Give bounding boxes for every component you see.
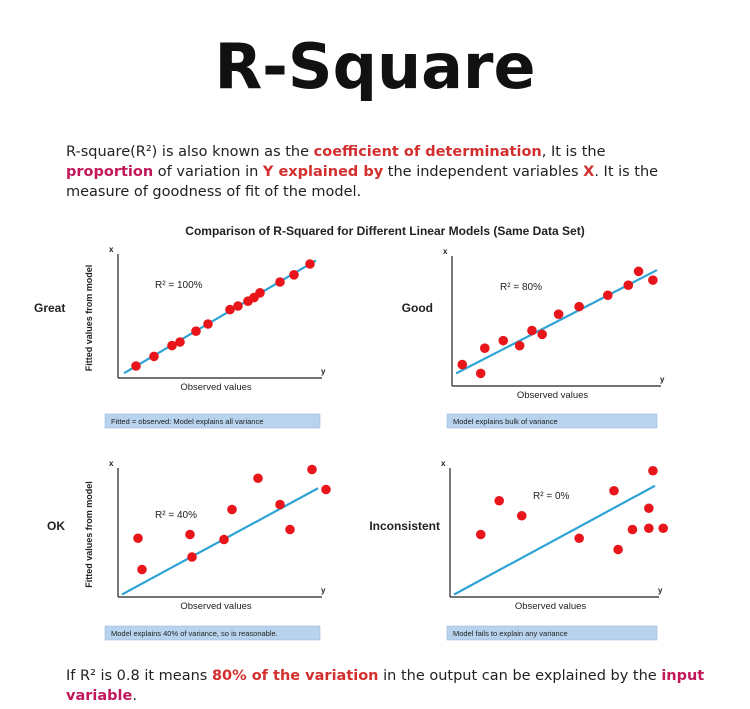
great-data-point-1 <box>131 361 141 371</box>
ok-data-point-5 <box>219 534 229 545</box>
inconsistent-y-axis-letter: x <box>441 459 446 468</box>
inconsistent-data-point-1 <box>475 529 486 540</box>
good-data-point-10 <box>603 290 613 301</box>
good-data-point-13 <box>648 275 658 285</box>
great-data-point-12 <box>275 277 285 287</box>
footer-highlight-variation: 80% of the variation <box>211 668 379 684</box>
inconsistent-data-point-2 <box>494 495 505 506</box>
good-data-point-6 <box>527 325 537 336</box>
ok-data-point-3 <box>185 529 195 540</box>
intro-highlight-proportion: proportion <box>66 164 154 180</box>
great-row-label: Great <box>34 301 65 315</box>
footer-text-3: . <box>132 688 137 704</box>
footer-paragraph: If R² is 0.8 it means 80% of the variati… <box>66 666 706 706</box>
great-data-point-3 <box>167 340 177 351</box>
footer-highlight-input-variable: input variable <box>66 668 705 704</box>
great-x-axis-letter: y <box>321 367 326 376</box>
inconsistent-r-squared-label: R² = 0% <box>533 491 570 502</box>
figure-title: Comparison of R-Squared for Different Li… <box>185 224 585 238</box>
great-caption-box <box>104 413 321 429</box>
good-data-point-4 <box>498 335 509 346</box>
inconsistent-data-point-5 <box>609 485 619 496</box>
ok-data-point-7 <box>253 473 263 484</box>
inconsistent-x-axis-label: Observed values <box>515 601 587 612</box>
great-data-point-7 <box>225 304 235 315</box>
good-r-squared-label: R² = 80% <box>500 282 542 293</box>
inconsistent-data-point-6 <box>613 544 623 555</box>
good-y-axis-letter: x <box>443 247 448 256</box>
great-data-point-11 <box>255 288 265 298</box>
intro-text-1: R-square(R²) is also known as the <box>66 144 314 160</box>
inconsistent-data-point-11 <box>658 523 668 534</box>
footer-text-2: in the output can be explained by the <box>378 668 662 684</box>
inconsistent-data-point-4 <box>574 533 584 544</box>
inconsistent-row-label: Inconsistent <box>369 519 440 533</box>
ok-data-point-6 <box>227 504 237 515</box>
good-data-point-5 <box>514 340 525 351</box>
good-row-label: Good <box>402 301 433 315</box>
great-data-point-14 <box>305 259 315 269</box>
inconsistent-fit-line <box>453 484 656 596</box>
ok-data-point-1 <box>133 533 143 544</box>
inconsistent-caption-box <box>446 625 658 641</box>
ok-row-label: OK <box>47 519 65 533</box>
good-x-axis-letter: y <box>660 375 665 384</box>
inconsistent-data-point-9 <box>644 523 654 534</box>
footer-text-1: If R² is 0.8 it means <box>66 668 212 684</box>
inconsistent-data-point-7 <box>627 524 638 535</box>
inconsistent-x-axis-letter: y <box>658 586 663 595</box>
inconsistent-data-point-3 <box>516 510 527 521</box>
great-caption-text: Fitted = observed: Model explains all va… <box>111 417 263 426</box>
ok-data-point-9 <box>285 524 295 535</box>
ok-data-point-8 <box>275 499 285 510</box>
ok-x-axis-label: Observed values <box>180 601 252 612</box>
ok-y-axis-letter: x <box>109 459 114 468</box>
good-caption-box <box>446 413 658 429</box>
good-data-point-8 <box>553 309 564 319</box>
intro-text-5: . It is the measure of goodness of fit o… <box>66 164 659 200</box>
good-fit-line <box>455 269 658 375</box>
intro-paragraph: R-square(R²) is also known as the coeffi… <box>66 142 696 202</box>
great-data-point-2 <box>149 351 159 362</box>
good-x-axis-label: Observed values <box>517 390 589 401</box>
inconsistent-data-point-10 <box>648 465 658 476</box>
good-data-point-2 <box>475 368 486 379</box>
good-data-point-1 <box>457 359 468 370</box>
good-data-point-3 <box>480 343 490 353</box>
great-y-axis-label: Fitted values from model <box>84 265 94 372</box>
intro-highlight-x: X <box>583 164 595 180</box>
great-data-point-4 <box>175 337 185 347</box>
ok-data-point-11 <box>321 484 331 495</box>
ok-r-squared-label: R² = 40% <box>155 510 197 521</box>
intro-highlight-coefficient: coefficient of determination <box>313 144 542 160</box>
good-data-point-11 <box>623 280 634 290</box>
good-caption-text: Model explains bulk of variance <box>453 417 558 426</box>
great-x-axis-label: Observed values <box>180 382 252 393</box>
great-data-point-5 <box>191 326 201 336</box>
r-squared-comparison-figure: Great x y Fitted values from model Observed … <box>34 245 668 641</box>
great-data-point-6 <box>203 319 213 329</box>
ok-caption-text: Model explains 40% of variance, so is re… <box>111 629 278 638</box>
intro-text-3: of variation in <box>153 164 263 180</box>
inconsistent-data-point-8 <box>644 503 654 514</box>
good-data-point-9 <box>574 301 584 312</box>
good-data-point-12 <box>633 266 644 277</box>
great-data-point-8 <box>233 301 243 311</box>
ok-caption-box <box>104 625 321 641</box>
ok-data-point-2 <box>137 564 147 575</box>
intro-text-2: , It is the <box>541 144 606 160</box>
great-r-squared-label: R² = 100% <box>155 280 203 291</box>
great-data-point-13 <box>289 270 299 280</box>
great-y-axis-letter: x <box>109 245 114 254</box>
intro-text-4: the independent variables <box>383 164 584 180</box>
inconsistent-caption-text: Model fails to explain any variance <box>453 629 568 638</box>
page-title: R-Square <box>214 30 536 103</box>
intro-highlight-y-explained: Y explained by <box>262 164 384 180</box>
ok-data-point-4 <box>187 552 197 562</box>
ok-data-point-10 <box>307 464 317 475</box>
ok-x-axis-letter: y <box>321 586 326 595</box>
ok-y-axis-label: Fitted values from model <box>84 481 94 588</box>
good-data-point-7 <box>537 329 547 340</box>
